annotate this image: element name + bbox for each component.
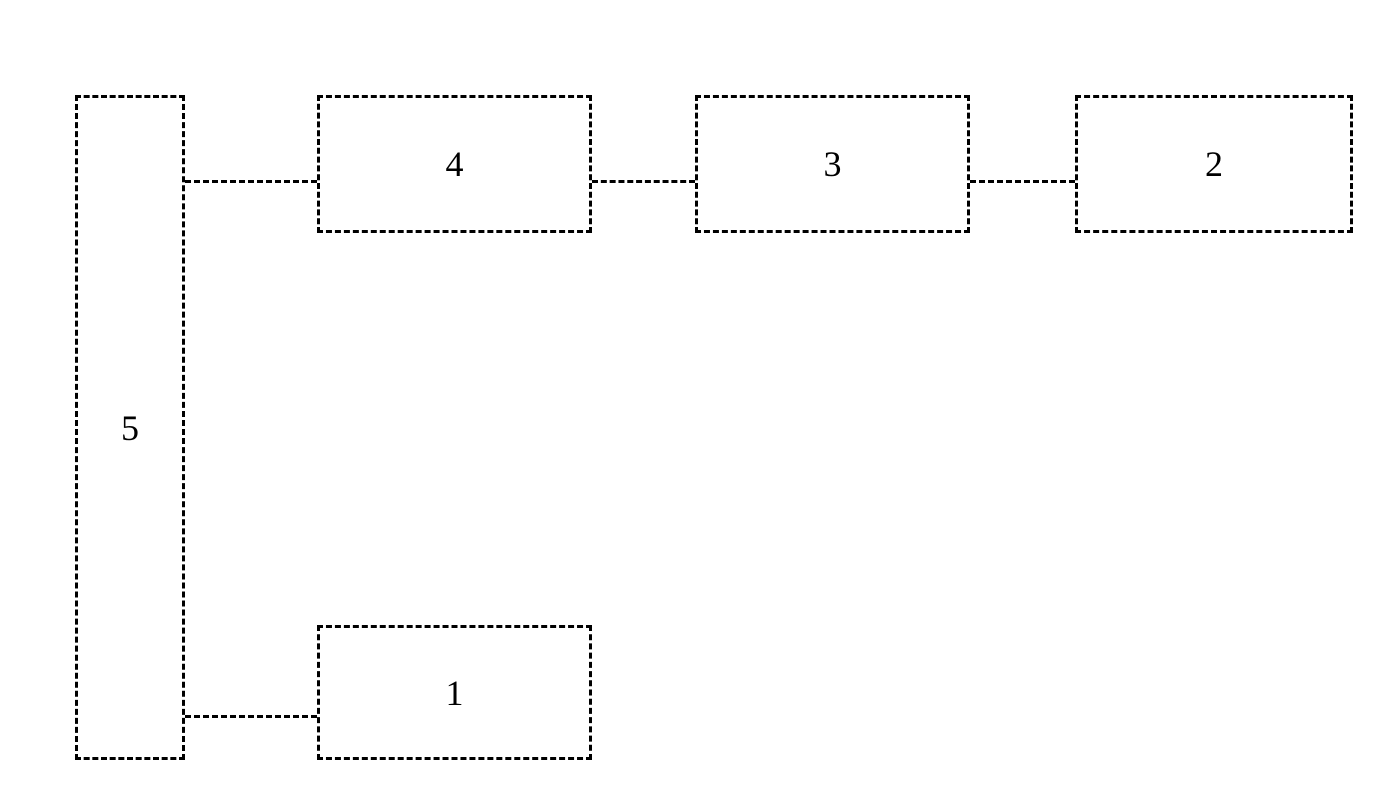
block-4-label: 4 <box>446 143 464 185</box>
connector-4-3 <box>592 180 695 183</box>
block-5-label: 5 <box>121 407 139 449</box>
block-3: 3 <box>695 95 970 233</box>
block-5: 5 <box>75 95 185 760</box>
block-2-label: 2 <box>1205 143 1223 185</box>
block-2: 2 <box>1075 95 1353 233</box>
connector-5-1 <box>185 715 317 718</box>
block-1-label: 1 <box>446 672 464 714</box>
block-diagram: 5 4 3 2 1 <box>0 0 1400 800</box>
block-4: 4 <box>317 95 592 233</box>
block-1: 1 <box>317 625 592 760</box>
connector-3-2 <box>970 180 1075 183</box>
block-3-label: 3 <box>824 143 842 185</box>
connector-5-4 <box>185 180 317 183</box>
